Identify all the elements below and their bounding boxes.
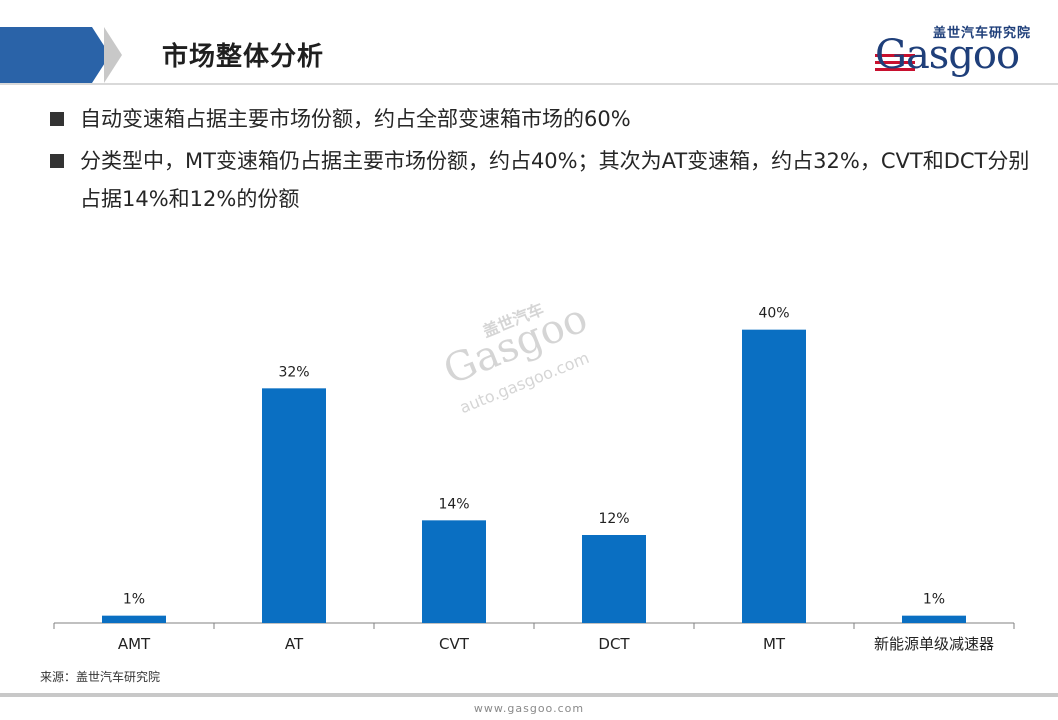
bar-AT [262,388,326,623]
x-tick-label: 新能源单级减速器 [874,635,994,653]
x-tick-label: AT [285,635,304,653]
title-accent-block [0,27,92,83]
bullet-square-icon [50,112,64,126]
bullet-square-icon [50,154,64,168]
logo-stripes-icon [875,54,915,71]
header-divider [0,83,1058,85]
bar-MT [742,329,806,623]
logo-wordmark: Gasgoo [875,32,1020,78]
bar-DCT [582,535,646,623]
title-chevron-gray [104,27,122,83]
data-label: 1% [923,592,945,608]
bullet-item: 自动变速箱占据主要市场份额，约占全部变速箱市场的60% [48,100,1038,138]
data-label: 40% [758,306,789,322]
data-label: 14% [438,496,469,512]
footer-divider [0,693,1058,697]
x-tick-label: AMT [118,635,151,653]
footer-url: www.gasgoo.com [473,702,585,715]
x-tick-label: DCT [598,635,630,653]
bar-新能源单级减速器 [902,615,966,623]
bar-AMT [102,615,166,623]
bullet-text: 自动变速箱占据主要市场份额，约占全部变速箱市场的60% [80,107,631,131]
page-title: 市场整体分析 [162,42,325,72]
bullet-text: 分类型中，MT变速箱仍占据主要市场份额，约占40%；其次为AT变速箱，约占32%… [80,149,1030,211]
x-tick-label: MT [763,635,786,653]
bar-CVT [422,520,486,623]
source-note: 来源：盖世汽车研究院 [40,670,161,684]
gasgoo-logo: 盖世汽车研究院 Gasgoo [875,22,1045,80]
data-label: 1% [123,592,145,608]
data-label: 12% [598,511,629,527]
data-label: 32% [278,364,309,380]
bullet-list: 自动变速箱占据主要市场份额，约占全部变速箱市场的60% 分类型中，MT变速箱仍占… [48,100,1038,222]
x-tick-label: CVT [439,635,470,653]
chart-svg: 1% AMT 32% AT 14% CVT 12% DCT 40% MT 1% 新能源单级减速器 [53,306,1015,653]
bar-chart: 1% AMT 32% AT 14% CVT 12% DCT 40% MT 1% 新能源单级减速器 [0,240,1058,670]
bullet-item: 分类型中，MT变速箱仍占据主要市场份额，约占40%；其次为AT变速箱，约占32%… [48,142,1038,218]
title-bar [0,27,1058,83]
logo-chinese-text: 盖世汽车研究院 [933,26,1032,41]
